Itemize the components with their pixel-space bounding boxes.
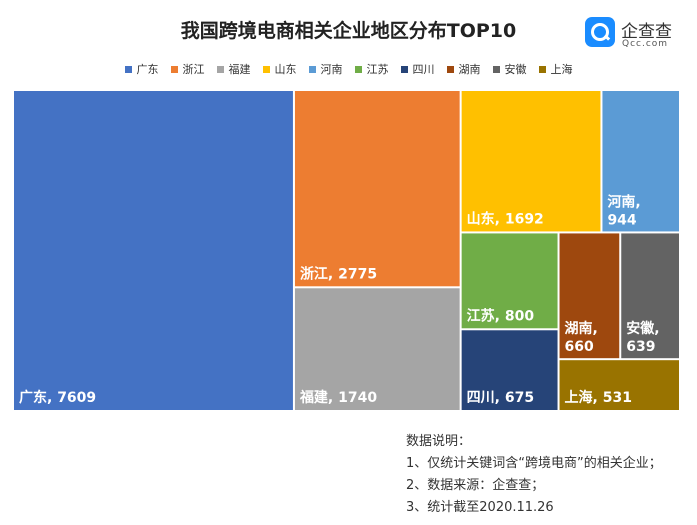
legend-label: 四川 [412, 63, 435, 76]
legend-item: 广东 [124, 61, 159, 77]
notes-heading: 数据说明： [406, 434, 472, 449]
chart-legend: 广东 浙江 福建 山东 河南 江苏 四川 湖南 安徽 上海 [0, 61, 697, 77]
treemap-tile [621, 233, 679, 359]
legend-label: 江苏 [366, 63, 389, 76]
legend-swatch [262, 65, 270, 73]
treemap-tile [559, 233, 620, 359]
treemap-chart: 广东, 7609 浙江, 2775 福建, 1740 山东, 1692 河南, 944 江苏… [14, 91, 679, 410]
legend-item: 湖南 [446, 61, 481, 77]
logo-subtitle: Qcc.com [622, 39, 669, 49]
tile-data-label: 河南, 944 [607, 193, 640, 228]
note-line: 3、统计截至2020.11.26 [406, 500, 554, 515]
legend-item: 河南 [308, 61, 343, 77]
legend-item: 四川 [400, 61, 435, 77]
magnifier-icon [585, 17, 615, 47]
tile-data-label: 广东, 7609 [19, 389, 96, 406]
legend-swatch [446, 65, 454, 73]
treemap-tile [461, 233, 558, 329]
tile-data-label: 浙江, 2775 [300, 265, 377, 282]
data-notes: 数据说明： 1、仅统计关键词含“跨境电商”的相关企业； 2、数据来源：企查查； … [406, 431, 697, 519]
legend-swatch [354, 65, 362, 73]
legend-label: 湖南 [458, 63, 481, 76]
tile-data-label: 江苏, 800 [467, 307, 535, 324]
legend-label: 河南 [320, 63, 343, 76]
legend-item: 浙江 [170, 61, 205, 77]
legend-swatch [170, 65, 178, 73]
treemap-tile [461, 91, 601, 232]
legend-item: 福建 [216, 61, 251, 77]
treemap-tile [294, 91, 460, 287]
legend-swatch [216, 65, 224, 73]
treemap-tile [14, 91, 293, 410]
legend-label: 上海 [550, 63, 573, 76]
legend-label: 福建 [228, 63, 251, 76]
tile-data-label: 山东, 1692 [467, 210, 544, 227]
legend-swatch [492, 65, 500, 73]
qcc-logo: 企查查 Qcc.com [585, 17, 685, 53]
tile-data-label: 安徽, 639 [626, 320, 659, 355]
legend-item: 山东 [262, 61, 297, 77]
treemap-tile [461, 330, 558, 410]
legend-label: 安徽 [504, 63, 527, 76]
note-line: 2、数据来源：企查查； [406, 478, 545, 493]
treemap-tile [559, 360, 679, 410]
tile-data-label: 上海, 531 [565, 389, 632, 406]
legend-label: 广东 [136, 63, 159, 76]
legend-swatch [124, 65, 132, 73]
tile-data-label: 福建, 1740 [299, 389, 377, 406]
legend-label: 山东 [274, 63, 297, 76]
logo-name: 企查查 [621, 22, 672, 42]
legend-swatch [538, 65, 546, 73]
tile-data-label: 四川, 675 [467, 390, 534, 406]
tile-data-label: 湖南, 660 [565, 320, 598, 355]
note-line: 1、仅统计关键词含“跨境电商”的相关企业； [406, 456, 662, 471]
legend-item: 上海 [538, 61, 573, 77]
legend-item: 江苏 [354, 61, 389, 77]
treemap-tile [294, 288, 460, 410]
treemap-tile [602, 91, 679, 232]
chart-title: 我国跨境电商相关企业地区分布TOP10 [180, 20, 517, 42]
legend-swatch [400, 65, 408, 73]
legend-item: 安徽 [492, 61, 527, 77]
legend-swatch [308, 65, 316, 73]
legend-label: 浙江 [182, 63, 205, 76]
